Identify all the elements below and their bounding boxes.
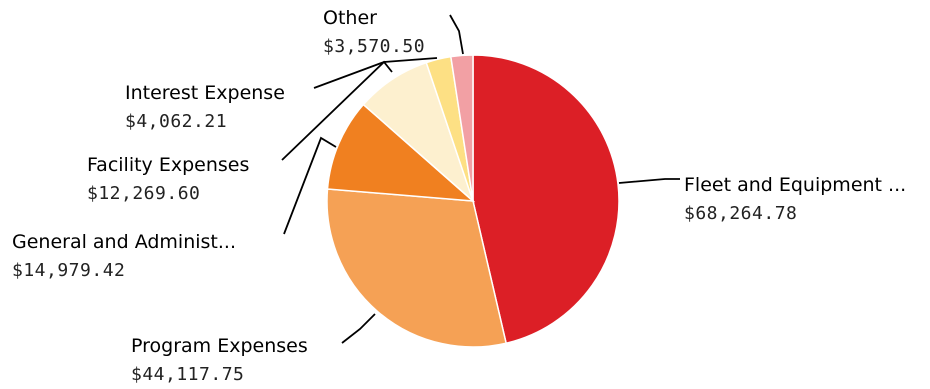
slice-label-3: Facility Expenses [87,154,249,176]
leader-line-5 [450,15,463,54]
slice-value-2: $14,979.42 [12,260,125,281]
slice-label-2: General and Administ... [12,231,236,253]
slice-label-4: Interest Expense [125,82,285,104]
pie-slices [327,55,619,347]
slice-value-3: $12,269.60 [87,183,200,204]
slice-value-5: $3,570.50 [323,36,425,57]
slice-label-0: Fleet and Equipment ... [684,174,906,196]
slice-value-0: $68,264.78 [684,203,797,224]
slice-value-1: $44,117.75 [131,364,244,385]
slice-label-1: Program Expenses [131,335,308,357]
leader-line-1 [342,314,375,343]
leader-line-0 [619,179,680,183]
slice-label-5: Other [323,7,377,29]
slice-value-4: $4,062.21 [125,111,227,132]
